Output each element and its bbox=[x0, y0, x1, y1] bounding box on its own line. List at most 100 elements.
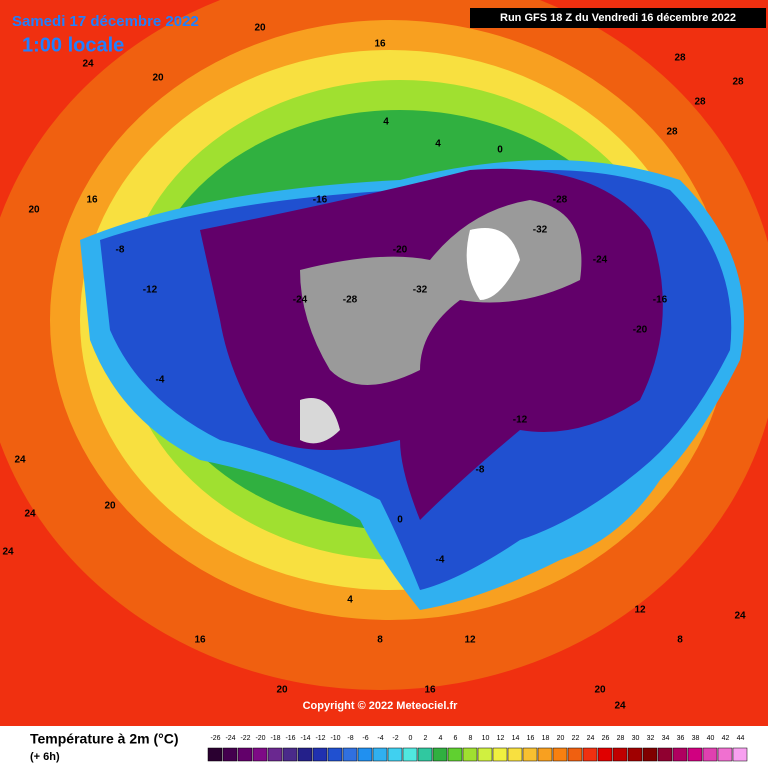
contour-label: 20 bbox=[152, 73, 164, 84]
contour-label: 20 bbox=[104, 501, 116, 512]
contour-label: -24 bbox=[293, 295, 308, 306]
contour-label: -4 bbox=[436, 555, 445, 566]
contour-label: 28 bbox=[732, 77, 744, 88]
colorbar-tick-label: 8 bbox=[469, 735, 473, 742]
date-label: Samedi 17 décembre 2022 bbox=[12, 13, 199, 30]
colorbar-swatch bbox=[357, 747, 373, 762]
colorbar-swatch bbox=[267, 747, 283, 762]
legend-title: Température à 2m (°C) bbox=[30, 731, 179, 747]
colorbar-swatch bbox=[372, 747, 388, 762]
contour-label: 12 bbox=[464, 635, 476, 646]
colorbar-swatch bbox=[222, 747, 238, 762]
colorbar-tick-label: 34 bbox=[662, 735, 670, 742]
colorbar-tick-label: -26 bbox=[210, 735, 220, 742]
contour-label: 20 bbox=[254, 23, 266, 34]
colorbar-swatch bbox=[417, 747, 433, 762]
colorbar-swatch bbox=[432, 747, 448, 762]
colorbar-tick-label: 38 bbox=[692, 735, 700, 742]
colorbar-tick-label: -10 bbox=[330, 735, 340, 742]
colorbar-tick-label: -8 bbox=[347, 735, 353, 742]
contour-label: 12 bbox=[634, 605, 646, 616]
colorbar-tick-label: 2 bbox=[424, 735, 428, 742]
colorbar-tick-label: -24 bbox=[225, 735, 235, 742]
colorbar-swatch bbox=[237, 747, 253, 762]
contour-label: -8 bbox=[476, 465, 485, 476]
colorbar-tick-label: -6 bbox=[362, 735, 368, 742]
colorbar-swatch bbox=[597, 747, 613, 762]
contour-label: -4 bbox=[156, 375, 165, 386]
colorbar-swatch bbox=[342, 747, 358, 762]
contour-label: 16 bbox=[86, 195, 98, 206]
colorbar-tick-label: 26 bbox=[602, 735, 610, 742]
contour-label: 8 bbox=[677, 635, 683, 646]
contour-label: -20 bbox=[393, 245, 408, 256]
contour-label: 24 bbox=[24, 509, 36, 520]
contour-label: 20 bbox=[276, 685, 288, 696]
colorbar-swatch bbox=[402, 747, 418, 762]
contour-label: -32 bbox=[413, 285, 428, 296]
colorbar-swatch bbox=[252, 747, 268, 762]
temperature-field bbox=[0, 0, 768, 690]
contour-label: 4 bbox=[435, 139, 441, 150]
contour-label: -20 bbox=[633, 325, 648, 336]
contour-label: -16 bbox=[313, 195, 328, 206]
contour-label: -8 bbox=[116, 245, 125, 256]
colorbar-swatch bbox=[207, 747, 223, 762]
colorbar-tick-label: 12 bbox=[497, 735, 505, 742]
colorbar-swatch bbox=[657, 747, 673, 762]
time-label: 1:00 locale bbox=[22, 34, 124, 56]
contour-label: 4 bbox=[347, 595, 353, 606]
contour-label: 28 bbox=[666, 127, 678, 138]
colorbar-tick-label: -18 bbox=[270, 735, 280, 742]
run-box bbox=[470, 8, 766, 28]
colorbar-tick-label: 16 bbox=[527, 735, 535, 742]
colorbar-tick-label: 20 bbox=[557, 735, 565, 742]
contour-label: 28 bbox=[694, 97, 706, 108]
colorbar-swatch bbox=[477, 747, 493, 762]
colorbar-tick-label: 18 bbox=[542, 735, 550, 742]
legend-subtitle: (+ 6h) bbox=[30, 751, 60, 763]
contour-label: -12 bbox=[143, 285, 158, 296]
colorbar-swatch bbox=[387, 747, 403, 762]
colorbar-tick-label: 0 bbox=[409, 735, 413, 742]
colorbar-tick-label: 22 bbox=[572, 735, 580, 742]
contour-label: 0 bbox=[397, 515, 403, 526]
contour-label: -28 bbox=[553, 195, 568, 206]
contour-label: -16 bbox=[653, 295, 668, 306]
colorbar-tick-label: -20 bbox=[255, 735, 265, 742]
contour-label: 24 bbox=[734, 611, 746, 622]
colorbar-swatch bbox=[732, 747, 748, 762]
colorbar-tick-label: -12 bbox=[315, 735, 325, 742]
colorbar-swatch bbox=[537, 747, 553, 762]
colorbar-tick-label: 30 bbox=[632, 735, 640, 742]
colorbar-tick-label: -14 bbox=[300, 735, 310, 742]
colorbar-swatch bbox=[672, 747, 688, 762]
colorbar-tick-label: 10 bbox=[482, 735, 490, 742]
contour-label: 24 bbox=[614, 701, 626, 712]
colorbar-tick-label: 44 bbox=[737, 735, 745, 742]
contour-label: -12 bbox=[513, 415, 528, 426]
colorbar-tick-label: 40 bbox=[707, 735, 715, 742]
colorbar-tick-label: 32 bbox=[647, 735, 655, 742]
colorbar-tick-label: 6 bbox=[454, 735, 458, 742]
colorbar-tick-label: 36 bbox=[677, 735, 685, 742]
contour-label: 20 bbox=[28, 205, 40, 216]
colorbar-swatch bbox=[582, 747, 598, 762]
colorbar-swatch bbox=[297, 747, 313, 762]
colorbar-tick-label: 28 bbox=[617, 735, 625, 742]
colorbar-tick-label: 24 bbox=[587, 735, 595, 742]
colorbar-swatch bbox=[492, 747, 508, 762]
contour-label: 16 bbox=[194, 635, 206, 646]
colorbar-tick-label: -2 bbox=[392, 735, 398, 742]
colorbar-tick-label: -4 bbox=[377, 735, 383, 742]
colorbar-swatch bbox=[327, 747, 343, 762]
run-label: Run GFS 18 Z du Vendredi 16 décembre 202… bbox=[500, 12, 736, 24]
colorbar-swatch bbox=[447, 747, 463, 762]
colorbar-tick-label: 4 bbox=[439, 735, 443, 742]
contour-label: 20 bbox=[594, 685, 606, 696]
copyright: Copyright © 2022 Meteociel.fr bbox=[303, 700, 459, 712]
colorbar-tick-label: -16 bbox=[285, 735, 295, 742]
colorbar-swatch bbox=[642, 747, 658, 762]
contour-label: 16 bbox=[374, 39, 386, 50]
colorbar-swatch bbox=[462, 747, 478, 762]
